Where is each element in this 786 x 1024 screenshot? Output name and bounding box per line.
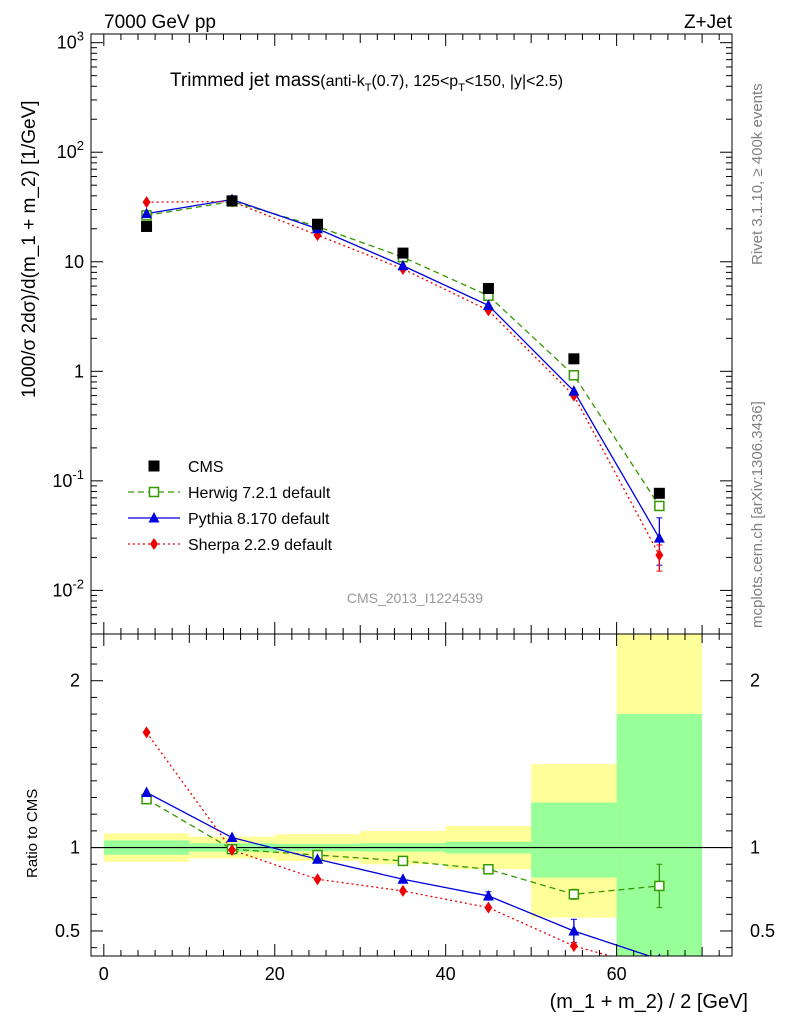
mcplots-label: mcplots.cern.ch [arXiv:1306.3436] <box>749 401 766 628</box>
main-y-axis-title: 1000/σ 2dσ)/d(m_1 + m_2) [1/GeV] <box>19 100 40 398</box>
main-point-cms <box>568 353 580 365</box>
legend-marker-cms <box>148 460 160 472</box>
plot-title-anti: (anti-k <box>320 73 365 90</box>
ratio-y-tick-label-right: 0.5 <box>750 921 775 941</box>
ratio-point-pythia <box>141 786 153 797</box>
main-y-tick-base: 10 <box>57 33 77 53</box>
legend-label-herwig: Herwig 7.2.1 default <box>188 485 331 502</box>
main-point-cms <box>226 195 238 207</box>
main-y-tick-base: 1 <box>74 361 84 381</box>
x-tick-label: 20 <box>265 964 285 984</box>
x-tick-label: 60 <box>607 964 627 984</box>
rivet-label: Rivet 3.1.10, ≥ 400k events <box>749 83 766 265</box>
ratio-y-tick-label: 0.5 <box>55 921 80 941</box>
main-y-tick-label: 1 <box>74 361 84 381</box>
plot-title-cuts-b: <150, |y|<2.5) <box>465 73 563 90</box>
x-axis-title: (m_1 + m_2) / 2 [GeV] <box>550 991 748 1013</box>
ratio-point-pythia <box>226 831 238 843</box>
main-y-tick-exponent: -2 <box>72 576 84 591</box>
ratio-point-pythia <box>397 873 409 884</box>
main-point-herwig <box>568 370 580 381</box>
ratio-point-pythia <box>657 953 661 956</box>
ratio-point-herwig <box>397 855 409 867</box>
main-y-tick-label: 10 <box>64 252 84 272</box>
main-y-tick-exponent: -1 <box>72 467 84 482</box>
process-label: Z+Jet <box>684 12 733 33</box>
ratio-point-sherpa <box>313 873 322 886</box>
ratio-y-tick-label-right: 2 <box>750 671 760 691</box>
main-point-pythia <box>141 207 153 219</box>
ratio-band-inner <box>616 714 703 956</box>
main-y-tick-exponent: 3 <box>77 29 84 44</box>
ratio-point-pythia <box>311 853 323 864</box>
main-y-tick-base: 10 <box>57 142 77 162</box>
legend-marker-sherpa <box>150 538 158 550</box>
ratio-y-tick-label-right: 1 <box>750 838 760 858</box>
main-point-cms <box>311 218 323 230</box>
main-y-tick-base: 10 <box>52 580 72 600</box>
ratio-point-sherpa <box>398 884 407 897</box>
main-y-tick-label: 103 <box>57 29 84 53</box>
ratio-point-sherpa <box>228 844 237 857</box>
legend: CMS Herwig 7.2.1 default Pythia 8.170 defa… <box>128 459 333 554</box>
legend-marker-herwig <box>148 486 160 498</box>
main-point-cms <box>482 283 494 295</box>
main-point-cms <box>141 220 153 232</box>
plot-title-cuts-a: (0.7), 125<p <box>371 73 458 90</box>
ratio-point-pythia <box>482 889 494 901</box>
ratio-point-herwig <box>483 863 494 875</box>
main-y-tick-label: 10-1 <box>52 467 84 491</box>
main-y-tick-base: 10 <box>52 471 72 491</box>
ratio-data <box>91 634 732 975</box>
ratio-point-sherpa <box>484 901 493 914</box>
ratio-y-tick-label: 1 <box>70 838 80 858</box>
legend-label-pythia: Pythia 8.170 default <box>188 511 330 528</box>
main-y-tick-label: 102 <box>57 138 84 162</box>
x-tick-label: 0 <box>99 964 109 984</box>
x-tick-label: 40 <box>436 964 456 984</box>
analysis-watermark: CMS_2013_I1224539 <box>347 590 483 606</box>
ratio-y-tick-label: 2 <box>70 671 80 691</box>
main-point-pythia <box>482 299 494 310</box>
main-point-sherpa <box>142 196 151 209</box>
ratio-band-inner <box>531 802 617 878</box>
ratio-y-axis-title: Ratio to CMS <box>24 789 41 878</box>
plot-title-anti-sub: T <box>365 82 372 94</box>
main-point-herwig <box>654 500 665 512</box>
ratio-point-herwig <box>568 889 580 900</box>
main-point-pythia <box>653 532 665 543</box>
ratio-point-pythia <box>568 924 580 936</box>
main-point-pythia <box>568 385 580 396</box>
ratio-point-sherpa <box>655 963 663 975</box>
ratio-point-herwig <box>654 880 665 892</box>
main-y-tick-exponent: 2 <box>77 138 84 153</box>
legend-label-cms: CMS <box>188 459 224 476</box>
main-point-cms <box>397 247 409 259</box>
ratio-point-sherpa <box>142 726 151 739</box>
plot-title-main: Trimmed jet mass <box>170 70 320 91</box>
legend-marker-pythia <box>148 512 160 523</box>
plot-title-cuts-sub: T <box>458 82 465 94</box>
energy-label: 7000 GeV pp <box>104 12 216 33</box>
ratio-plot-area: 0.5 0.51 12 20 20 40 60 <box>55 633 775 984</box>
ratio-point-sherpa <box>569 939 578 952</box>
main-point-pythia <box>397 259 409 271</box>
main-point-sherpa <box>655 549 664 562</box>
main-point-cms <box>653 487 665 499</box>
plot-title: Trimmed jet mass(anti-kT(0.7), 125<pT<15… <box>170 70 563 94</box>
legend-label-sherpa: Sherpa 2.2.9 default <box>188 537 333 554</box>
main-data <box>141 193 665 572</box>
main-y-tick-label: 10-2 <box>52 576 84 600</box>
main-y-tick-base: 10 <box>64 252 84 272</box>
